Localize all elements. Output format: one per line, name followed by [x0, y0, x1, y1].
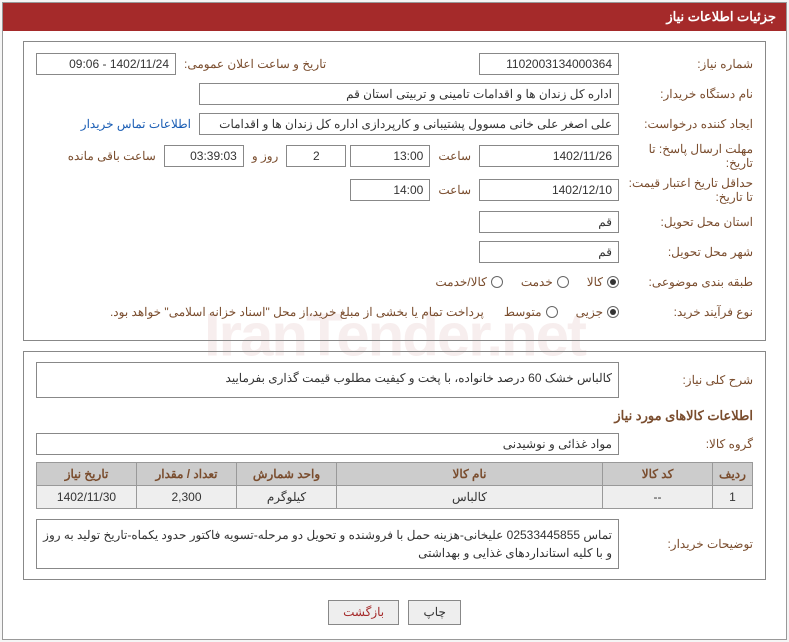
buyer-contact-link[interactable]: اطلاعات تماس خریدار: [81, 117, 195, 131]
delivery-province-value: قم: [479, 211, 619, 233]
response-time-value: 13:00: [350, 145, 430, 167]
category-radio-group: کالا خدمت کالا/خدمت: [435, 275, 619, 289]
buyer-notes-label: توضیحات خریدار:: [623, 537, 753, 551]
buyer-org-value: اداره کل زندان ها و اقدامات تامینی و ترب…: [199, 83, 619, 105]
need-number-label: شماره نیاز:: [623, 57, 753, 71]
radio-goods-service-label: کالا/خدمت: [435, 275, 486, 289]
description-text: کالباس خشک 60 درصد خانواده، با پخت و کیف…: [36, 362, 619, 398]
announce-date-value: 1402/11/24 - 09:06: [36, 53, 176, 75]
radio-medium-label: متوسط: [504, 305, 542, 319]
button-bar: چاپ بازگشت: [23, 590, 766, 629]
remaining-label: ساعت باقی مانده: [64, 149, 160, 163]
cell-date: 1402/11/30: [37, 486, 137, 509]
delivery-city-value: قم: [479, 241, 619, 263]
window-title: جزئیات اطلاعات نیاز: [666, 9, 776, 24]
goods-table: ردیف کد کالا نام کالا واحد شمارش تعداد /…: [36, 462, 753, 509]
cell-name: کالباس: [337, 486, 603, 509]
description-label: شرح کلی نیاز:: [623, 373, 753, 387]
cell-qty: 2,300: [137, 486, 237, 509]
th-code: کد کالا: [603, 463, 713, 486]
goods-group-label: گروه کالا:: [623, 437, 753, 451]
th-unit: واحد شمارش: [237, 463, 337, 486]
days-left-value: 2: [286, 145, 346, 167]
th-name: نام کالا: [337, 463, 603, 486]
delivery-province-label: استان محل تحویل:: [623, 215, 753, 229]
time-label-2: ساعت: [434, 183, 475, 197]
purchase-type-label: نوع فرآیند خرید:: [623, 305, 753, 319]
radio-goods-service[interactable]: [491, 276, 503, 288]
price-validity-label: حداقل تاریخ اعتبار قیمت: تا تاریخ:: [623, 176, 753, 204]
announce-date-label: تاریخ و ساعت اعلان عمومی:: [180, 57, 330, 71]
back-button[interactable]: بازگشت: [328, 600, 399, 625]
buyer-org-label: نام دستگاه خریدار:: [623, 87, 753, 101]
buyer-notes-text: تماس 02533445855 علیخانی-هزینه حمل با فر…: [36, 519, 619, 569]
cell-row: 1: [713, 486, 753, 509]
goods-section-title: اطلاعات کالاهای مورد نیاز: [36, 408, 753, 424]
details-window: جزئیات اطلاعات نیاز IranTender.net شماره…: [2, 2, 787, 640]
radio-goods-label: کالا: [587, 275, 603, 289]
table-row: 1 -- کالباس کیلوگرم 2,300 1402/11/30: [37, 486, 753, 509]
price-time-value: 14:00: [350, 179, 430, 201]
response-date-value: 1402/11/26: [479, 145, 619, 167]
cell-unit: کیلوگرم: [237, 486, 337, 509]
need-number-value: 1102003134000364: [479, 53, 619, 75]
countdown-value: 03:39:03: [164, 145, 244, 167]
price-date-value: 1402/12/10: [479, 179, 619, 201]
radio-partial-label: جزیی: [576, 305, 603, 319]
response-deadline-label: مهلت ارسال پاسخ: تا تاریخ:: [623, 142, 753, 170]
th-date: تاریخ نیاز: [37, 463, 137, 486]
purchase-type-radio-group: جزیی متوسط: [504, 305, 619, 319]
radio-partial[interactable]: [607, 306, 619, 318]
description-fieldset: شرح کلی نیاز: کالباس خشک 60 درصد خانواده…: [23, 351, 766, 580]
purchase-note: پرداخت تمام یا بخشی از مبلغ خرید،از محل …: [110, 305, 484, 319]
print-button[interactable]: چاپ: [408, 600, 460, 625]
requester-value: علی اصغر علی خانی مسوول پشتیبانی و کارپر…: [199, 113, 619, 135]
th-qty: تعداد / مقدار: [137, 463, 237, 486]
days-label: روز و: [248, 149, 283, 163]
radio-goods[interactable]: [607, 276, 619, 288]
window-title-bar: جزئیات اطلاعات نیاز: [3, 3, 786, 31]
main-info-fieldset: شماره نیاز: 1102003134000364 تاریخ و ساع…: [23, 41, 766, 341]
goods-group-value: مواد غذائی و نوشیدنی: [36, 433, 619, 455]
radio-service-label: خدمت: [521, 275, 553, 289]
radio-medium[interactable]: [546, 306, 558, 318]
th-row: ردیف: [713, 463, 753, 486]
requester-label: ایجاد کننده درخواست:: [623, 117, 753, 131]
cell-code: --: [603, 486, 713, 509]
radio-service[interactable]: [557, 276, 569, 288]
delivery-city-label: شهر محل تحویل:: [623, 245, 753, 259]
time-label-1: ساعت: [434, 149, 475, 163]
category-label: طبقه بندی موضوعی:: [623, 275, 753, 289]
